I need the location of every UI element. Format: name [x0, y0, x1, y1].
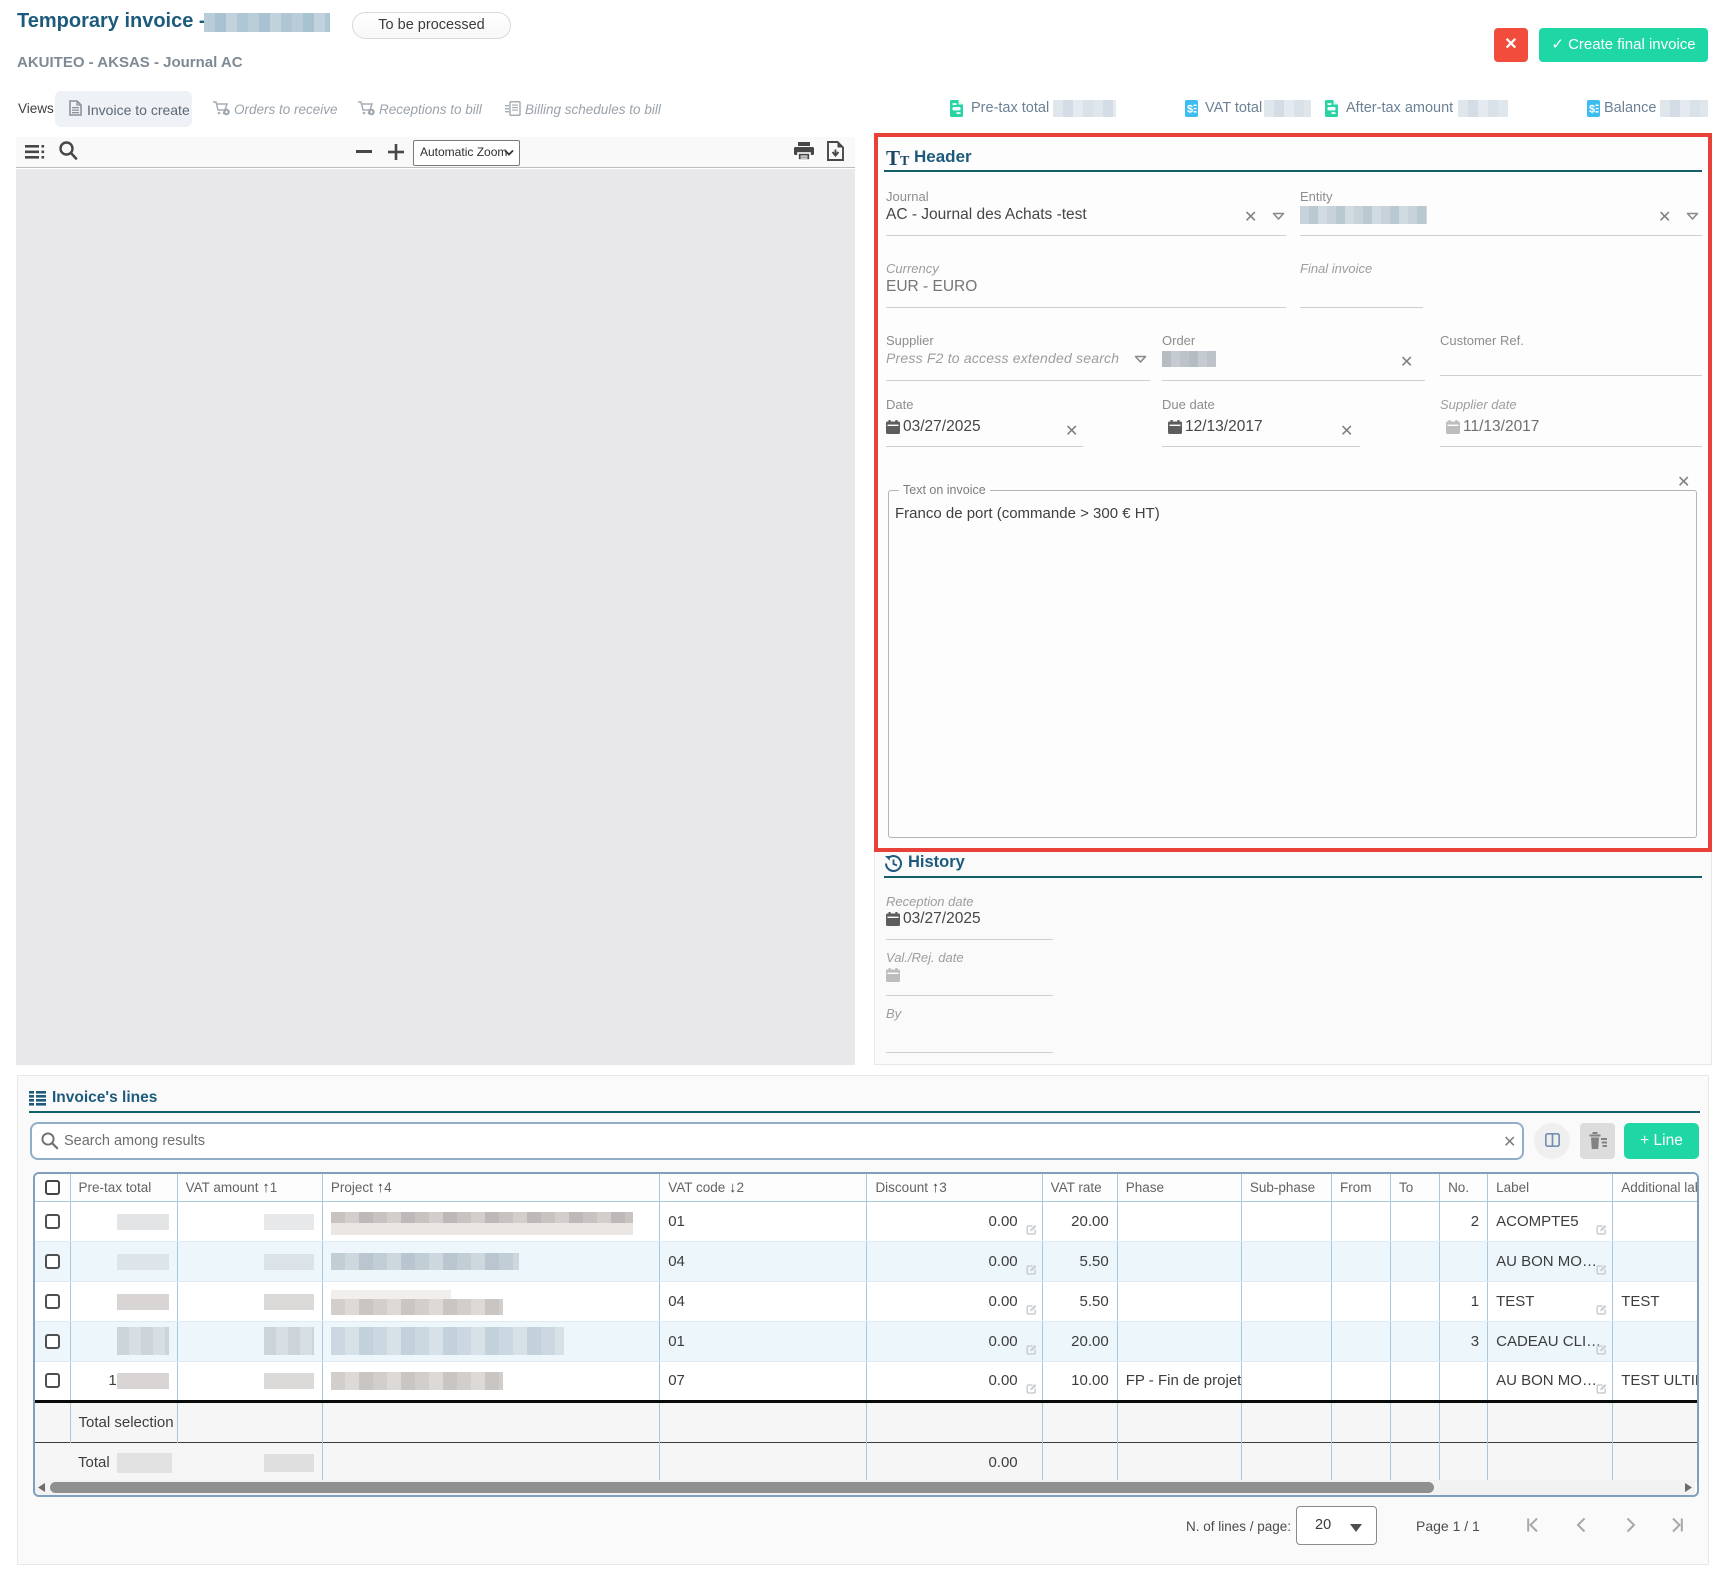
svg-text:$: $ — [1589, 104, 1595, 116]
svg-text:$: $ — [1187, 104, 1193, 116]
